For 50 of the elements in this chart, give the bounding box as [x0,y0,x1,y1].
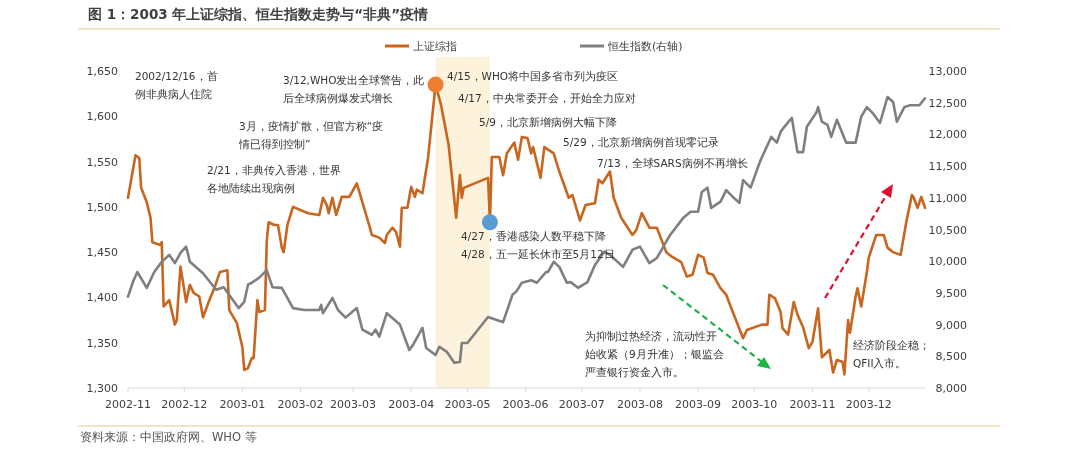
x-tick-label: 2003-02 [277,398,324,411]
y2-tick-label: 10,500 [928,223,967,237]
annotation: 4/27，香港感染人数平稳下降 [461,230,606,242]
x-tick-label: 2003-04 [388,398,435,411]
y2-tick-label: 11,000 [928,191,967,205]
annotation: 7/13，全球SARS病例不再增长 [597,157,748,169]
x-tick-label: 2003-09 [675,398,722,411]
y2-tick-label: 11,500 [928,160,967,174]
y-tick-label: 1,400 [86,291,118,305]
y2-tick-label: 9,500 [935,286,967,300]
legend-label: 恒生指数(右轴) [607,40,683,53]
y2-tick-label: 12,000 [928,128,967,142]
y-tick-label: 1,500 [86,200,118,214]
chart-title: 图 1：2003 年上证综指、恒生指数走势与“非典”疫情 [88,6,429,22]
y-tick-label: 1,300 [86,382,118,395]
x-tick-label: 2003-06 [502,398,549,411]
text: 资料来源：中国政府网、WHO 等 [80,430,257,444]
y2-tick-label: 12,500 [928,96,967,110]
y2-tick-label: 8,500 [935,350,967,364]
annotation: 2002/12/16，首例非典病人住院 [135,70,218,100]
y-tick-label: 1,450 [86,246,118,260]
y2-tick-label: 8,000 [935,382,967,395]
y-tick-label: 1,550 [86,155,118,169]
y-tick-label: 1,350 [86,336,118,350]
annotation: 为抑制过热经济，流动性开始收紧（9月升准）；银监会严查银行资金入市。 [585,330,724,378]
annotation: 4/15，WHO将中国多省市列为疫区 [447,70,619,82]
x-tick-label: 2002-12 [161,398,208,411]
y-tick-label: 1,650 [86,65,118,78]
x-tick-label: 2003-07 [558,398,605,411]
annotation: 5/29，北京新增病例首现零记录 [563,136,719,148]
legend-label: 上证综指 [413,40,457,53]
x-tick-label: 2003-11 [789,398,836,411]
y2-tick-label: 10,000 [928,255,967,269]
x-tick-label: 2002-11 [105,398,151,411]
y2-tick-label: 9,000 [935,318,967,332]
x-tick-label: 2003-12 [845,398,892,411]
annotation: 经济阶段企稳；QFII入市。 [853,339,930,369]
x-tick-label: 2003-01 [219,398,266,411]
annotation: 3/12,WHO发出全球警告，此后全球病例爆发式增长 [283,74,425,104]
x-tick-label: 2003-05 [444,398,491,411]
annotation: 2/21，非典传入香港，世界各地陆续出现病例 [207,164,341,194]
annotation: 4/28，五一延长休市至5月12日 [461,248,615,260]
y-tick-label: 1,600 [86,110,118,124]
x-tick-label: 2003-08 [616,398,663,411]
annotation: 4/17，中央常委开会，开始全力应对 [458,92,636,104]
y2-tick-label: 13,000 [928,65,967,78]
annotation: 3月，疫情扩散，但官方称“疫情已得到控制” [238,120,384,150]
x-tick-label: 2003-03 [330,398,377,411]
annotation: 5/9，北京新增病例大幅下降 [479,116,617,128]
x-tick-label: 2003-10 [731,398,778,411]
